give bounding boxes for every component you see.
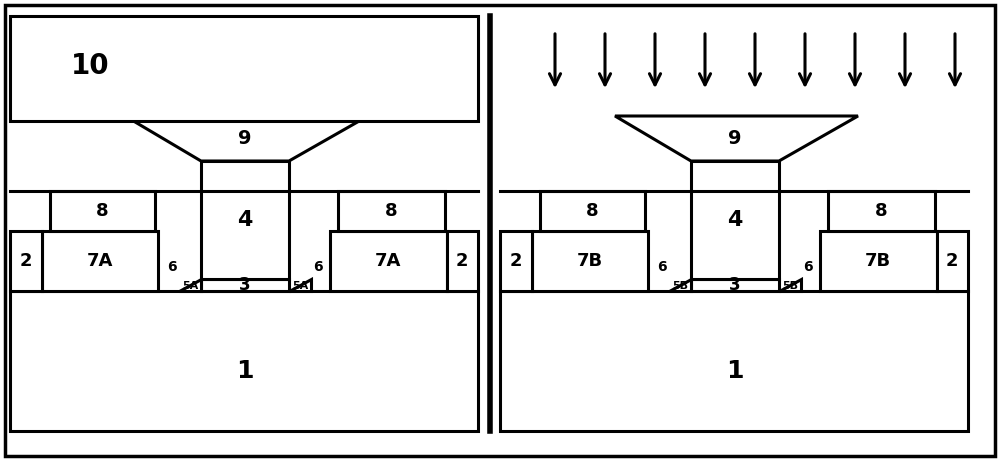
Text: 5A: 5A xyxy=(182,281,198,291)
Polygon shape xyxy=(615,116,858,161)
Polygon shape xyxy=(669,279,691,291)
Text: 1: 1 xyxy=(236,359,254,383)
Bar xyxy=(691,279,779,291)
Text: 4: 4 xyxy=(727,210,743,230)
Bar xyxy=(500,291,968,431)
Text: 7A: 7A xyxy=(87,252,113,270)
Bar xyxy=(42,231,158,291)
Text: 9: 9 xyxy=(238,130,252,148)
Text: 7B: 7B xyxy=(865,252,891,270)
Text: 7B: 7B xyxy=(577,252,603,270)
Text: 2: 2 xyxy=(456,252,468,270)
Text: 5B: 5B xyxy=(672,281,688,291)
Text: 8: 8 xyxy=(586,202,598,220)
Bar xyxy=(540,191,645,231)
Text: 5A: 5A xyxy=(292,281,308,291)
Text: 5B: 5B xyxy=(782,281,798,291)
Bar xyxy=(820,231,937,291)
Text: 9: 9 xyxy=(728,130,742,148)
Text: 3: 3 xyxy=(239,276,251,294)
Text: 2: 2 xyxy=(20,252,32,270)
Bar xyxy=(338,191,445,231)
Text: 6: 6 xyxy=(657,260,667,274)
Text: 7A: 7A xyxy=(375,252,401,270)
Bar xyxy=(10,16,478,121)
Text: 8: 8 xyxy=(96,202,108,220)
Text: 6: 6 xyxy=(803,260,813,274)
Text: 6: 6 xyxy=(313,260,323,274)
Text: 10: 10 xyxy=(71,52,109,80)
Text: 2: 2 xyxy=(510,252,522,270)
Bar xyxy=(201,161,289,279)
Bar xyxy=(937,231,968,291)
Bar xyxy=(828,191,935,231)
Polygon shape xyxy=(289,279,311,291)
Bar xyxy=(201,279,289,291)
Text: 3: 3 xyxy=(729,276,741,294)
Bar xyxy=(532,231,648,291)
Text: 2: 2 xyxy=(946,252,958,270)
Text: 1: 1 xyxy=(726,359,744,383)
Bar xyxy=(10,231,42,291)
Polygon shape xyxy=(779,279,801,291)
Bar xyxy=(10,291,478,431)
Text: 6: 6 xyxy=(167,260,177,274)
Polygon shape xyxy=(125,116,368,161)
Text: 8: 8 xyxy=(875,202,887,220)
Polygon shape xyxy=(179,279,201,291)
Bar xyxy=(330,231,447,291)
Bar xyxy=(500,231,532,291)
Text: 8: 8 xyxy=(385,202,397,220)
Bar xyxy=(447,231,478,291)
Text: 4: 4 xyxy=(237,210,253,230)
Bar xyxy=(50,191,155,231)
Bar xyxy=(691,161,779,279)
